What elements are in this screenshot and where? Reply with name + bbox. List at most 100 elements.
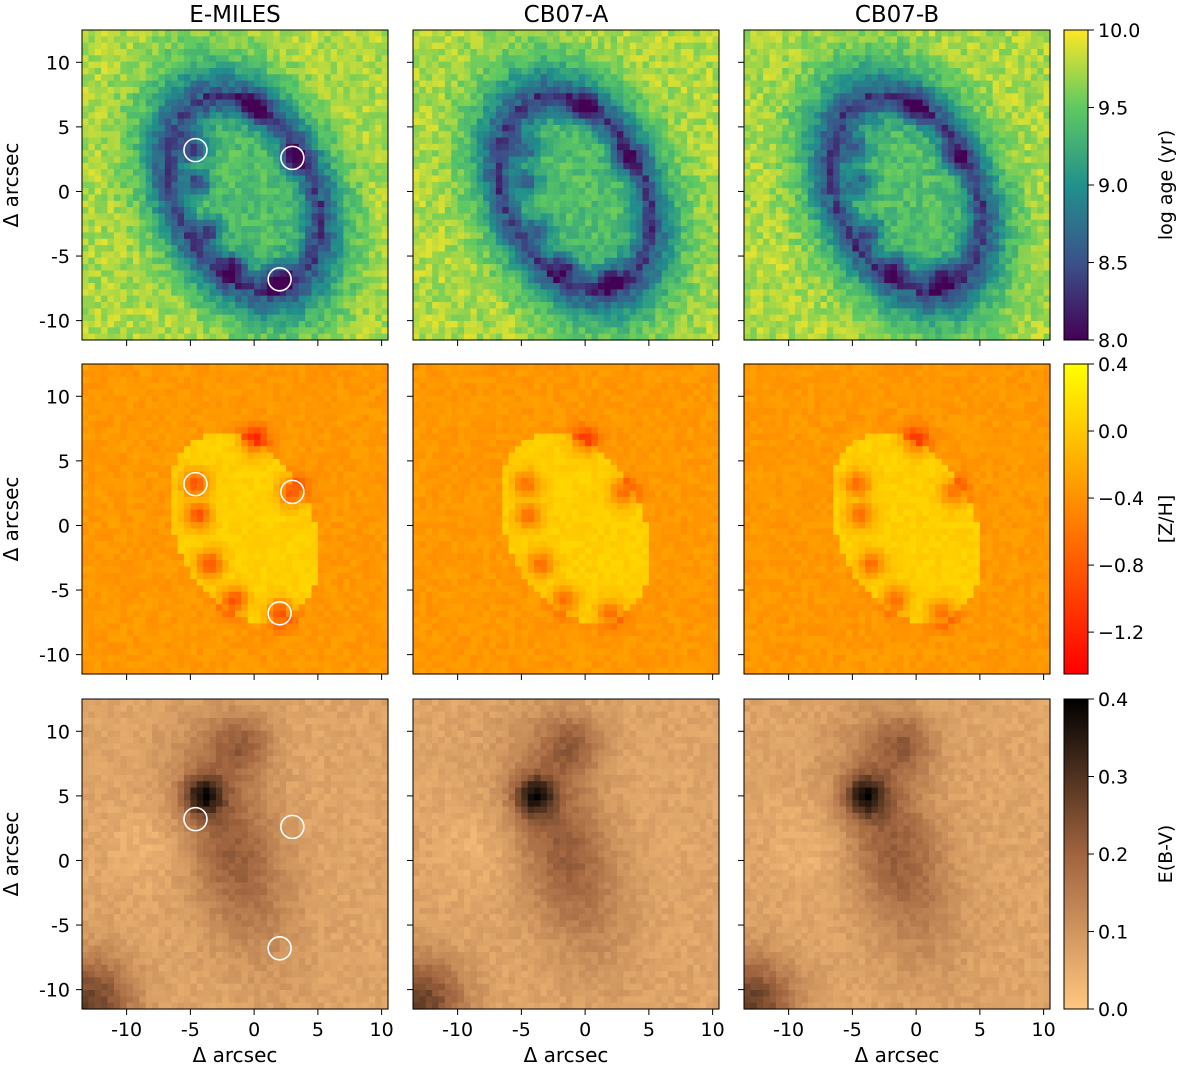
heatmap-cell: [273, 201, 280, 208]
heatmap-cell: [700, 49, 707, 56]
heatmap-cell: [687, 74, 694, 81]
heatmap-cell: [445, 302, 452, 309]
heatmap-cell: [464, 49, 471, 56]
heatmap-cell: [668, 119, 675, 126]
heatmap-cell: [541, 62, 548, 69]
heatmap-cell: [369, 55, 376, 62]
heatmap-cell: [210, 201, 217, 208]
heatmap-cell: [413, 239, 420, 246]
heatmap-cell: [369, 232, 376, 239]
heatmap-cell: [235, 144, 242, 151]
heatmap-cell: [190, 100, 197, 107]
heatmap-cell: [470, 62, 477, 69]
heatmap-cell: [82, 62, 89, 69]
heatmap-cell: [681, 138, 688, 145]
heatmap-cell: [649, 43, 656, 50]
heatmap-cell: [432, 220, 439, 227]
heatmap-cell: [572, 100, 579, 107]
heatmap-cell: [445, 220, 452, 227]
heatmap-cell: [636, 239, 643, 246]
heatmap-cell: [655, 283, 662, 290]
heatmap-cell: [305, 232, 312, 239]
heatmap-cell: [254, 163, 261, 170]
heatmap-cell: [216, 43, 223, 50]
heatmap-cell: [337, 194, 344, 201]
heatmap-cell: [356, 169, 363, 176]
heatmap-cell: [598, 138, 605, 145]
heatmap-cell: [286, 289, 293, 296]
heatmap-cell: [114, 251, 121, 258]
heatmap-cell: [534, 30, 541, 37]
heatmap-cell: [878, 43, 885, 50]
heatmap-cell: [95, 131, 102, 138]
heatmap-cell: [299, 87, 306, 94]
heatmap-cell: [668, 194, 675, 201]
heatmap-cell: [700, 182, 707, 189]
heatmap-cell: [222, 43, 229, 50]
heatmap-cell: [636, 220, 643, 227]
heatmap-cell: [439, 87, 446, 94]
heatmap-cell: [572, 213, 579, 220]
heatmap-cell: [312, 289, 319, 296]
heatmap-cell: [630, 131, 637, 138]
heatmap-cell: [560, 182, 567, 189]
heatmap-cell: [509, 327, 516, 334]
heatmap-cell: [419, 188, 426, 195]
heatmap-cell: [534, 49, 541, 56]
heatmap-cell: [241, 264, 248, 271]
heatmap-cell: [547, 201, 554, 208]
heatmap-cell: [687, 201, 694, 208]
heatmap-cell: [623, 93, 630, 100]
heatmap-cell: [566, 201, 573, 208]
heatmap-cell: [502, 327, 509, 334]
heatmap-cell: [356, 315, 363, 322]
heatmap-cell: [681, 74, 688, 81]
heatmap-cell: [261, 112, 268, 119]
heatmap-cell: [521, 36, 528, 43]
heatmap-cell: [101, 207, 108, 214]
heatmap-cell: [139, 163, 146, 170]
heatmap-cell: [566, 125, 573, 132]
heatmap-cell: [521, 30, 528, 37]
heatmap-cell: [324, 68, 331, 75]
heatmap-cell: [846, 55, 853, 62]
heatmap-cell: [210, 182, 217, 189]
heatmap-cell: [598, 258, 605, 265]
heatmap-cell: [432, 264, 439, 271]
heatmap-cell: [305, 163, 312, 170]
heatmap-cell: [572, 188, 579, 195]
heatmap-cell: [585, 125, 592, 132]
heatmap-cell: [146, 131, 153, 138]
heatmap-cell: [375, 150, 382, 157]
heatmap-cell: [171, 30, 178, 37]
heatmap-cell: [197, 194, 204, 201]
heatmap-cell: [483, 194, 490, 201]
heatmap-cell: [592, 93, 599, 100]
heatmap-cell: [286, 125, 293, 132]
heatmap-cell: [248, 131, 255, 138]
heatmap-cell: [872, 30, 879, 37]
heatmap-cell: [541, 169, 548, 176]
heatmap-cell: [566, 270, 573, 277]
y-tick-label: 0: [58, 181, 70, 203]
heatmap-cell: [292, 194, 299, 201]
heatmap-cell: [770, 62, 777, 69]
heatmap-cell: [203, 49, 210, 56]
heatmap-cell: [694, 327, 701, 334]
heatmap-cell: [146, 315, 153, 322]
heatmap-cell: [216, 321, 223, 328]
heatmap-cell: [197, 119, 204, 126]
heatmap-cell: [439, 68, 446, 75]
heatmap-cell: [184, 232, 191, 239]
heatmap-cell: [655, 87, 662, 94]
heatmap-cell: [598, 163, 605, 170]
heatmap-cell: [152, 100, 159, 107]
heatmap-cell: [369, 100, 376, 107]
heatmap-cell: [114, 49, 121, 56]
heatmap-cell: [197, 43, 204, 50]
heatmap-cell: [229, 321, 236, 328]
heatmap-cell: [197, 112, 204, 119]
heatmap-cell: [470, 119, 477, 126]
heatmap-cell: [324, 112, 331, 119]
heatmap-cell: [598, 264, 605, 271]
